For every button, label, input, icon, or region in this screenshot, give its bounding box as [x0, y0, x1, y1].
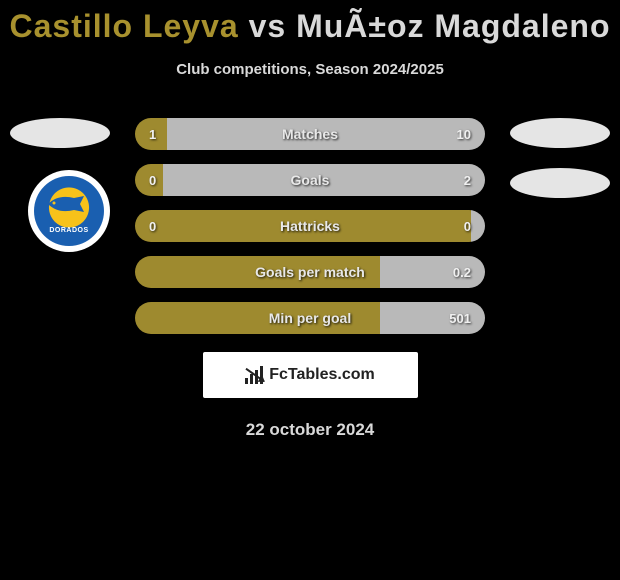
- stat-row: 501Min per goal: [135, 302, 485, 334]
- watermark: FcTables.com: [203, 352, 418, 398]
- stat-left-segment: 0: [135, 164, 163, 196]
- page-title: Castillo Leyva vs MuÃ±oz Magdaleno: [0, 8, 620, 45]
- stat-row: 00Hattricks: [135, 210, 485, 242]
- watermark-text: FcTables.com: [269, 366, 375, 384]
- stat-right-segment: 10: [167, 118, 486, 150]
- stat-left-value: 0: [149, 173, 156, 188]
- subtitle: Club competitions, Season 2024/2025: [0, 61, 620, 78]
- player1-name: Castillo Leyva: [9, 8, 238, 44]
- stat-left-segment: 1: [135, 118, 167, 150]
- stat-left-segment: [135, 302, 380, 334]
- club-logo: DORADOS: [28, 170, 110, 252]
- stat-right-segment: 0: [471, 210, 485, 242]
- vs-text: vs: [249, 8, 287, 44]
- stats-area: DORADOS 110Matches02Goals00Hattricks0.2G…: [0, 118, 620, 334]
- stat-right-segment: 501: [380, 302, 485, 334]
- player2-name: MuÃ±oz Magdaleno: [296, 8, 610, 44]
- stat-right-value: 0: [464, 219, 471, 234]
- stat-right-value: 501: [449, 311, 471, 326]
- stat-left-segment: 0: [135, 210, 471, 242]
- stat-left-value: 1: [149, 127, 156, 142]
- stat-left-segment: [135, 256, 380, 288]
- stat-left-value: 0: [149, 219, 156, 234]
- stat-right-value: 0.2: [453, 265, 471, 280]
- stat-row: 02Goals: [135, 164, 485, 196]
- stat-right-segment: 2: [163, 164, 485, 196]
- club-logo-text: DORADOS: [49, 227, 88, 234]
- stat-row: 110Matches: [135, 118, 485, 150]
- stat-right-segment: 0.2: [380, 256, 485, 288]
- player2-badge-placeholder-2: [510, 168, 610, 198]
- player2-badge-placeholder-1: [510, 118, 610, 148]
- date-text: 22 october 2024: [0, 420, 620, 440]
- stat-right-value: 2: [464, 173, 471, 188]
- comparison-card: Castillo Leyva vs MuÃ±oz Magdaleno Club …: [0, 0, 620, 440]
- player1-badge-placeholder: [10, 118, 110, 148]
- fish-icon: [46, 194, 90, 214]
- stat-right-value: 10: [457, 127, 471, 142]
- stat-row: 0.2Goals per match: [135, 256, 485, 288]
